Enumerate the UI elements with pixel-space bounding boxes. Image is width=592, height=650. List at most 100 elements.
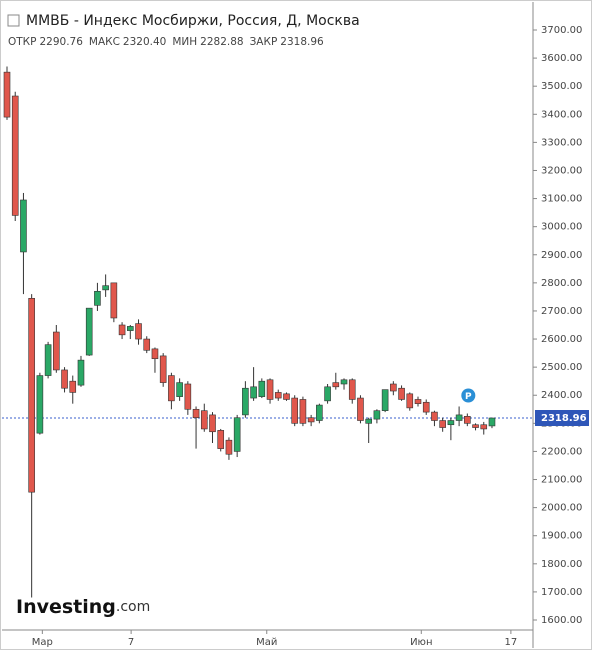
- candle-body: [110, 282, 118, 319]
- candle-body: [225, 439, 233, 455]
- event-marker-label: P: [465, 392, 472, 402]
- candle-body: [480, 424, 488, 430]
- candle-body: [3, 71, 11, 118]
- candle-body: [365, 418, 372, 424]
- candle-body: [398, 387, 405, 400]
- y-tick-label: 2900.00: [541, 250, 582, 261]
- candle-body: [36, 375, 44, 434]
- candle-body: [44, 344, 52, 376]
- info-label: МАКС: [89, 36, 120, 48]
- candle-body: [151, 348, 159, 360]
- candle-body: [94, 290, 101, 306]
- y-tick-label: 2600.00: [541, 334, 582, 345]
- candle-body: [373, 410, 381, 420]
- candle-body: [176, 382, 183, 397]
- candle-body: [274, 392, 282, 399]
- candle-body: [217, 430, 225, 449]
- y-tick-label: 3700.00: [541, 25, 582, 36]
- event-marker: [461, 388, 476, 403]
- candle-body: [381, 389, 389, 411]
- y-tick-label: 3000.00: [541, 222, 582, 233]
- y-tick-label: 3600.00: [541, 53, 582, 64]
- candle-body: [233, 417, 241, 452]
- candle-body: [69, 380, 77, 393]
- y-tick-label: 2200.00: [541, 446, 582, 457]
- y-tick-label: 2700.00: [541, 306, 582, 317]
- candle-body: [414, 399, 422, 404]
- candle-body: [77, 359, 85, 386]
- info-label: ЗАКР: [250, 36, 278, 48]
- y-tick-label: 3300.00: [541, 137, 582, 148]
- info-value: 2282.88: [200, 36, 243, 48]
- x-tick-label: 17: [505, 637, 518, 648]
- candle-body: [291, 397, 299, 424]
- candle-body: [159, 355, 167, 383]
- candle-body: [464, 416, 471, 424]
- y-tick-label: 1800.00: [541, 559, 582, 570]
- candle-body: [316, 404, 323, 421]
- candle-body: [422, 401, 430, 413]
- y-tick-label: 2100.00: [541, 475, 582, 486]
- candle-body: [11, 95, 19, 216]
- candle-body: [340, 379, 348, 385]
- candle-body: [266, 379, 274, 400]
- candle-body: [192, 408, 200, 419]
- candle-body: [85, 307, 93, 356]
- y-tick-label: 1700.00: [541, 587, 582, 598]
- candle-body: [20, 199, 27, 253]
- candle-body: [455, 414, 463, 421]
- chart-title: ММВБ - Индекс Мосбиржи, Россия, Д, Москв…: [26, 13, 360, 29]
- candle-body: [135, 323, 142, 340]
- x-tick-label: 7: [128, 637, 134, 648]
- candle-body: [357, 397, 364, 421]
- candle-body: [209, 414, 216, 433]
- y-tick-label: 2400.00: [541, 390, 582, 401]
- y-tick-label: 3400.00: [541, 109, 582, 120]
- logo-main: Investing: [16, 596, 116, 618]
- candle-body: [447, 420, 455, 426]
- candle-body: [307, 417, 315, 423]
- y-tick-label: 3100.00: [541, 194, 582, 205]
- candle-body: [28, 298, 35, 493]
- logo: Investing.com: [16, 596, 150, 618]
- last-price-box: [535, 410, 589, 427]
- y-tick-label: 2500.00: [541, 362, 582, 373]
- candle-body: [143, 338, 151, 351]
- y-tick-label: 1600.00: [541, 615, 582, 626]
- logo-suffix: .com: [116, 599, 150, 615]
- candle-body: [283, 393, 290, 400]
- candle-body: [184, 383, 192, 410]
- candle-body: [348, 379, 356, 400]
- candle-body: [406, 393, 414, 409]
- candle-body: [258, 380, 266, 397]
- collapse-icon[interactable]: [7, 14, 20, 27]
- x-tick-label: Мар: [32, 637, 53, 648]
- x-tick-label: Июн: [410, 637, 432, 648]
- candle-body: [299, 399, 307, 424]
- candle-body: [332, 382, 340, 388]
- candle-body: [431, 411, 438, 421]
- last-price-label: 2318.96: [541, 413, 587, 424]
- y-tick-label: 3500.00: [541, 81, 582, 92]
- info-label: МИН: [172, 36, 197, 48]
- candle-body: [242, 387, 249, 416]
- candle-body: [439, 420, 446, 428]
- candle-body: [61, 369, 68, 389]
- candle-body: [168, 375, 175, 402]
- candle-body: [200, 410, 208, 430]
- candle-body: [472, 424, 479, 428]
- y-tick-label: 2000.00: [541, 503, 582, 514]
- candle-body: [324, 386, 331, 402]
- candle-body: [250, 386, 257, 399]
- candle-body: [127, 326, 134, 331]
- candle-body: [53, 331, 60, 371]
- candle-body: [102, 285, 109, 291]
- info-value: 2320.40: [123, 36, 166, 48]
- y-tick-label: 3200.00: [541, 165, 582, 176]
- info-value: 2318.96: [280, 36, 324, 48]
- y-tick-label: 2800.00: [541, 278, 582, 289]
- info-value: 2290.76: [39, 36, 83, 48]
- x-tick-label: Май: [256, 637, 277, 648]
